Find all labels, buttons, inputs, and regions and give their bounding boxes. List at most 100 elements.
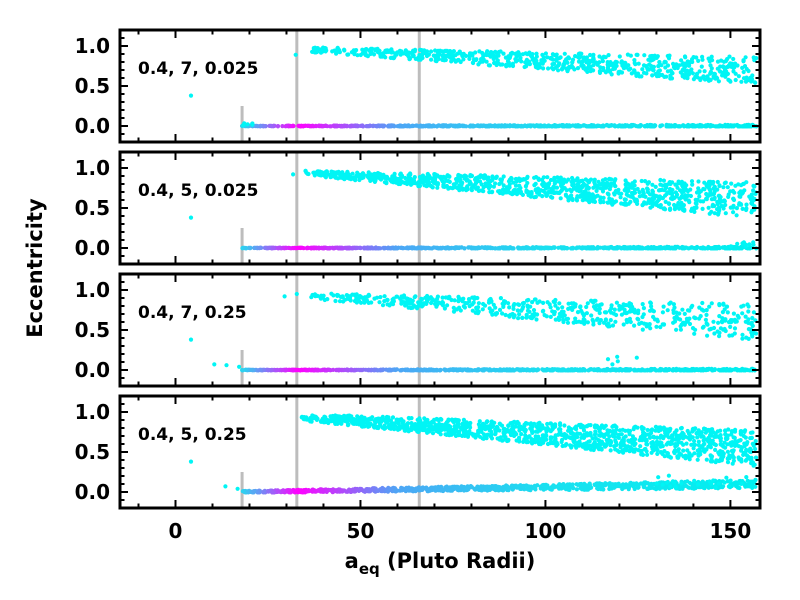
- data-point: [659, 187, 665, 192]
- data-point: [450, 55, 455, 61]
- data-point: [636, 61, 641, 66]
- data-point: [615, 359, 620, 364]
- data-point: [628, 367, 633, 372]
- data-point: [618, 306, 624, 311]
- data-point: [412, 175, 417, 180]
- data-point: [667, 201, 672, 206]
- data-point: [647, 322, 652, 327]
- data-point: [511, 306, 516, 311]
- data-point: [740, 332, 745, 337]
- data-point: [405, 53, 411, 58]
- data-point: [733, 77, 738, 83]
- data-point: [608, 318, 613, 323]
- data-point: [581, 66, 586, 71]
- data-point: [511, 180, 516, 185]
- data-point: [552, 312, 557, 317]
- data-point: [612, 192, 617, 197]
- data-point: [679, 58, 684, 63]
- data-point: [651, 64, 657, 69]
- data-point: [674, 327, 679, 332]
- data-point: [719, 367, 724, 372]
- data-point: [650, 182, 655, 187]
- data-point: [533, 188, 538, 193]
- data-point: [746, 317, 751, 322]
- data-point: [453, 246, 458, 251]
- data-point: [716, 320, 721, 325]
- data-point: [750, 77, 755, 82]
- data-point: [242, 121, 247, 126]
- data-point: [728, 318, 734, 323]
- data-point: [733, 366, 738, 372]
- data-point: [550, 195, 555, 200]
- data-point: [680, 244, 685, 250]
- data-point: [456, 368, 461, 373]
- data-point: [527, 62, 533, 67]
- data-point: [435, 296, 440, 301]
- outlier-point: [294, 291, 299, 297]
- data-point: [355, 123, 360, 128]
- data-point: [394, 294, 399, 299]
- data-point: [726, 194, 731, 199]
- data-point: [657, 68, 663, 73]
- data-point: [517, 312, 522, 317]
- data-point: [733, 71, 738, 76]
- data-point: [692, 331, 697, 336]
- data-point: [657, 72, 662, 77]
- data-point: [622, 307, 627, 312]
- data-point: [451, 124, 456, 129]
- data-point: [440, 295, 445, 300]
- data-point: [486, 63, 491, 68]
- data-point: [601, 68, 606, 73]
- data-point: [464, 301, 470, 306]
- data-point: [352, 52, 357, 57]
- data-point: [752, 58, 757, 63]
- data-point: [702, 246, 707, 251]
- data-point: [532, 311, 537, 316]
- data-point: [709, 326, 714, 331]
- data-point: [497, 307, 503, 312]
- data-point: [595, 123, 600, 128]
- data-point: [715, 179, 720, 185]
- data-point: [649, 304, 654, 309]
- data-point: [578, 367, 583, 372]
- data-point: [640, 327, 645, 332]
- data-point: [487, 190, 492, 195]
- data-point: [525, 124, 530, 129]
- data-point: [261, 123, 266, 129]
- data-point: [461, 367, 466, 372]
- data-point: [578, 52, 583, 57]
- data-point: [741, 58, 746, 63]
- data-point: [675, 185, 680, 190]
- data-point: [731, 203, 736, 208]
- data-point: [519, 308, 524, 313]
- data-point: [408, 301, 413, 306]
- data-point: [358, 245, 363, 251]
- data-point: [626, 193, 631, 198]
- data-point: [276, 246, 281, 251]
- data-point: [613, 177, 618, 182]
- data-point: [445, 173, 450, 178]
- data-point: [588, 194, 593, 199]
- data-point: [591, 322, 596, 327]
- data-point: [744, 202, 749, 207]
- data-point: [731, 56, 736, 62]
- data-point: [570, 307, 575, 312]
- data-point: [574, 198, 580, 203]
- data-point: [284, 245, 289, 251]
- data-point: [612, 66, 618, 71]
- data-point: [507, 305, 512, 310]
- data-point: [648, 301, 654, 306]
- data-point: [266, 245, 271, 250]
- data-point: [721, 301, 726, 306]
- data-point: [540, 182, 545, 187]
- panel-points: [188, 291, 759, 373]
- data-point: [640, 314, 645, 320]
- data-point: [382, 299, 387, 304]
- data-point: [439, 177, 444, 182]
- data-point: [542, 246, 547, 251]
- data-point: [420, 173, 425, 178]
- data-point: [570, 196, 575, 201]
- y-tick-label: 1.0: [75, 278, 110, 302]
- data-point: [666, 190, 671, 195]
- data-point: [464, 188, 469, 193]
